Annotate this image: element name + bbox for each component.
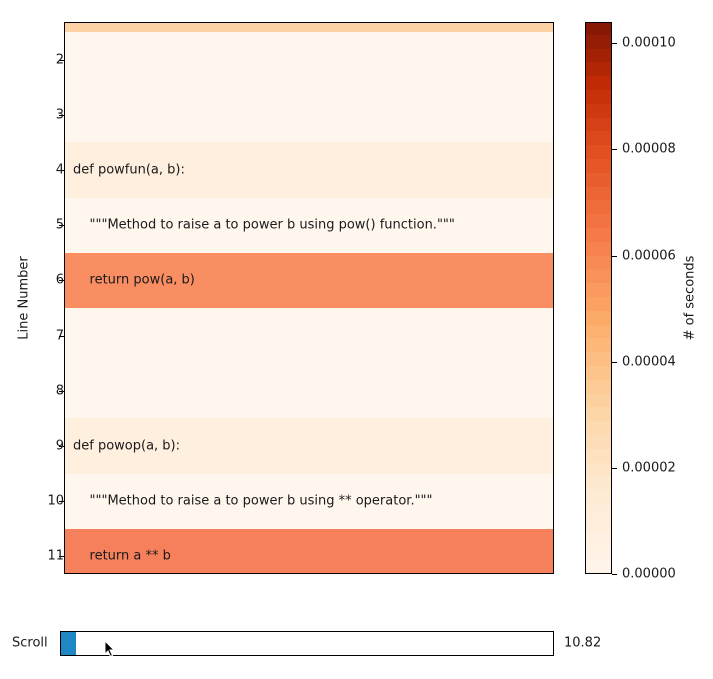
colorbar-tick-label: 0.00002 [622, 460, 676, 476]
heatmap-plot: def powfun(a, b): """Method to raise a t… [64, 22, 554, 574]
colorbar-segment [586, 241, 611, 256]
colorbar-tick-mark [612, 467, 617, 469]
code-line-text: """Method to raise a to power b using po… [73, 217, 455, 233]
colorbar-segment [586, 186, 611, 201]
y-tick-label: 3 [55, 107, 64, 123]
colorbar-segment [586, 75, 611, 90]
colorbar-tick-label: 0.00008 [622, 141, 676, 157]
colorbar-segment [586, 462, 611, 477]
colorbar-segment [586, 434, 611, 449]
colorbar-segment [586, 117, 611, 132]
colorbar-segment [586, 517, 611, 532]
colorbar-segment [586, 531, 611, 546]
y-tick-label: 2 [55, 52, 64, 68]
line-row [64, 307, 554, 364]
scroll-slider-label: Scroll [12, 635, 48, 651]
line-row [64, 418, 554, 474]
colorbar-segment [586, 158, 611, 173]
line-row [64, 142, 554, 198]
line-row [64, 528, 554, 574]
y-tick-label: 8 [55, 383, 64, 399]
line-row [64, 22, 554, 32]
colorbar-label: # of seconds [682, 255, 698, 341]
line-row [64, 31, 554, 88]
y-tick-mark [59, 59, 64, 61]
colorbar-segment [586, 268, 611, 284]
colorbar-tick-mark [612, 43, 617, 45]
colorbar-segment [586, 255, 611, 270]
scroll-slider-fill[interactable] [61, 632, 76, 655]
colorbar-segment [586, 34, 611, 49]
mouse-cursor-icon [104, 640, 116, 658]
y-tick-mark [59, 114, 64, 116]
colorbar-segment [586, 172, 611, 187]
code-line-text: return pow(a, b) [73, 272, 195, 288]
colorbar-segment [586, 365, 611, 380]
y-tick-mark [59, 556, 64, 558]
line-row [64, 252, 554, 308]
line-row [64, 87, 554, 143]
code-line-text: return a ** b [73, 548, 171, 564]
colorbar-segment [586, 296, 611, 311]
colorbar-tick-mark [612, 574, 617, 575]
colorbar-segment [586, 213, 611, 228]
colorbar-segment [586, 337, 611, 353]
colorbar-segment [586, 406, 611, 422]
colorbar-tick-label: 0.00004 [622, 354, 676, 370]
y-tick-label: 9 [55, 438, 64, 454]
colorbar-segment [586, 393, 611, 408]
colorbar-segment [586, 503, 611, 518]
y-tick-mark [59, 169, 64, 171]
line-row [64, 197, 554, 253]
scroll-slider[interactable] [60, 631, 554, 656]
y-tick-mark [59, 445, 64, 447]
y-tick-mark [59, 501, 64, 503]
colorbar-segment [586, 310, 611, 325]
y-tick-mark [59, 280, 64, 282]
colorbar-segment [586, 420, 611, 435]
y-tick-label: 10 [47, 493, 64, 509]
colorbar-segment [586, 130, 611, 146]
y-tick-mark [59, 335, 64, 337]
colorbar-segment [586, 448, 611, 463]
y-axis-label: Line Number [16, 256, 32, 340]
scroll-slider-value: 10.82 [564, 635, 602, 651]
colorbar-segment [586, 282, 611, 297]
colorbar-segment [586, 23, 611, 35]
colorbar-segment [586, 199, 611, 215]
colorbar-segment [586, 544, 611, 560]
colorbar-tick-mark [612, 361, 617, 363]
colorbar-tick-label: 0.00000 [622, 566, 676, 582]
colorbar-tick-mark [612, 149, 617, 151]
line-row [64, 473, 554, 529]
colorbar-segment [586, 89, 611, 104]
line-row [64, 363, 554, 419]
y-tick-mark [59, 225, 64, 227]
colorbar-tick-label: 0.00006 [622, 248, 676, 264]
y-tick-label: 5 [55, 217, 64, 233]
colorbar-segment [586, 379, 611, 394]
colorbar-segment [586, 324, 611, 339]
code-line-text: """Method to raise a to power b using **… [73, 493, 433, 509]
y-tick-label: 6 [55, 272, 64, 288]
code-line-text: def powop(a, b): [73, 438, 181, 454]
colorbar-segment [586, 48, 611, 63]
colorbar-segment [586, 103, 611, 118]
colorbar-segment [586, 144, 611, 159]
colorbar-segment [586, 227, 611, 242]
colorbar-segment [586, 475, 611, 491]
y-tick-label: 11 [47, 548, 64, 564]
y-tick-mark [59, 390, 64, 392]
colorbar-segment [586, 489, 611, 504]
y-tick-label: 7 [55, 328, 64, 344]
colorbar-segment [586, 61, 611, 77]
colorbar-segment [586, 558, 611, 573]
colorbar-tick-label: 0.00010 [622, 35, 676, 51]
y-tick-label: 4 [55, 162, 64, 178]
colorbar-segment [586, 351, 611, 366]
colorbar-tick-mark [612, 255, 617, 257]
colorbar [585, 22, 612, 574]
code-line-text: def powfun(a, b): [73, 162, 185, 178]
